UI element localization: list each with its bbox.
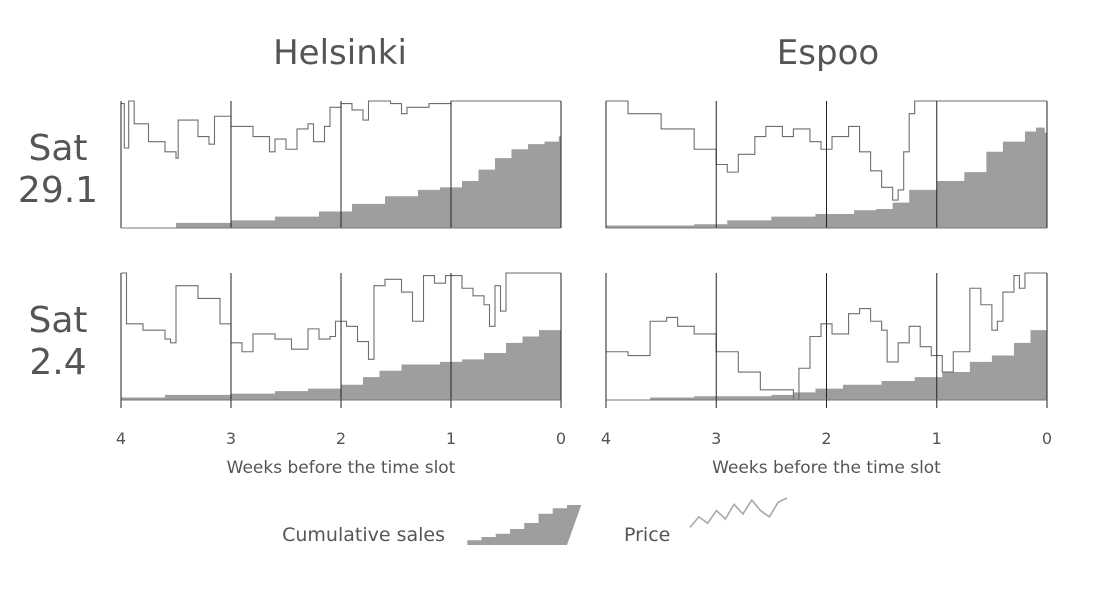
x-tick-label: 0 (556, 429, 566, 448)
x-tick-label: 2 (821, 429, 831, 448)
row-labels: Sat 29.1 Sat 2.4 (18, 128, 98, 383)
panel-helsinki-2 (120, 272, 562, 401)
column-titles: Helsinki Espoo (273, 33, 879, 73)
x-axis-label: Weeks before the time slot (227, 458, 456, 478)
x-axis-label: Weeks before the time slot (712, 458, 941, 478)
x-tick-label: 4 (116, 429, 126, 448)
x-axis-helsinki: 4 3 2 1 0 Weeks before the time slot (116, 400, 566, 478)
panel-espoo-2 (605, 272, 1048, 401)
legend-sales-label: Cumulative sales (282, 524, 445, 546)
x-tick-label: 1 (446, 429, 456, 448)
legend: Cumulative sales Price (282, 497, 788, 546)
x-axis-espoo: 4 3 2 1 0 Weeks before the time slot (601, 400, 1052, 478)
x-tick-label: 2 (336, 429, 346, 448)
panel-helsinki-1 (120, 100, 562, 229)
x-tick-label: 4 (601, 429, 611, 448)
panels (120, 100, 1048, 401)
x-tick-label: 1 (932, 429, 942, 448)
column-title-espoo: Espoo (777, 33, 879, 73)
price-line (121, 272, 561, 360)
price-line (121, 100, 561, 159)
x-tick-label: 0 (1042, 429, 1052, 448)
panel-espoo-1 (605, 100, 1048, 229)
column-title-helsinki: Helsinki (273, 33, 407, 73)
row-label-1: Sat 29.1 (18, 128, 98, 211)
row-label-2: Sat 2.4 (28, 300, 87, 383)
legend-sales-swatch (453, 505, 582, 545)
x-tick-label: 3 (226, 429, 236, 448)
x-axes: 4 3 2 1 0 Weeks before the time slot 4 3 2 1 0 Week… (116, 400, 1052, 478)
legend-price-label: Price (624, 524, 670, 546)
legend-price-swatch (689, 497, 788, 528)
price-line (606, 272, 1047, 401)
x-tick-label: 3 (711, 429, 721, 448)
